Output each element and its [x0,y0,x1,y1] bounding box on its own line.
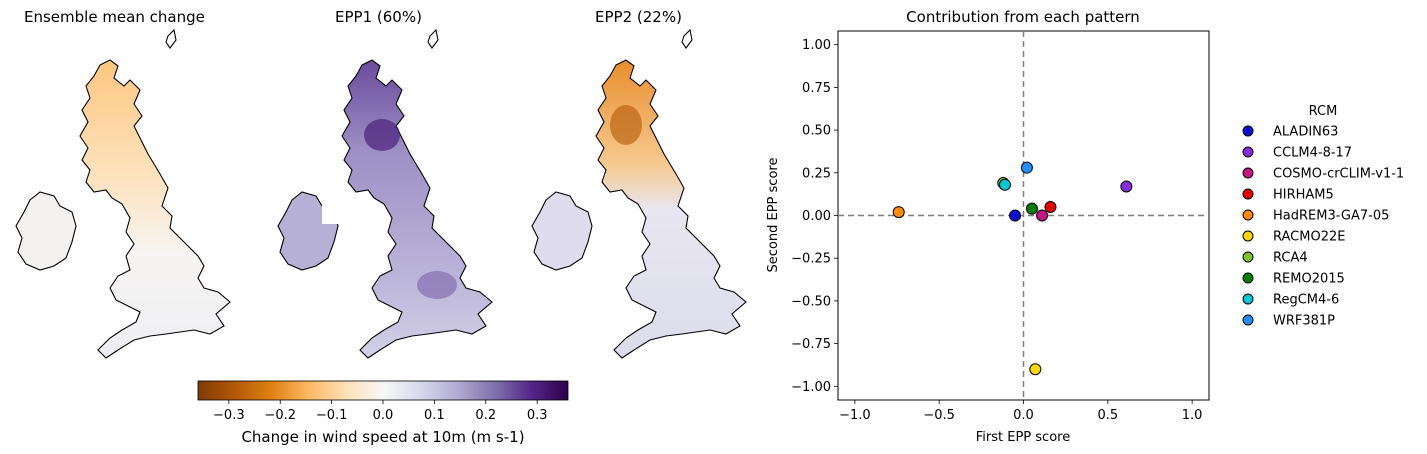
colorbar-tick-label: 0.3 [527,408,548,423]
legend-marker [1242,167,1254,179]
legend-label: CCLM4-8-17 [1273,146,1352,161]
map-ensemble-mean [15,29,231,359]
scatter-point [997,177,1010,190]
chart-title: Contribution from each pattern [906,8,1140,26]
colorbar-tick-label: −0.1 [316,408,348,423]
legend-marker [1242,146,1254,158]
colorbar-tick-label: 0.2 [475,408,496,423]
scatter-point [1025,202,1038,215]
legend-label: RACMO22E [1273,230,1345,245]
x-tick-label: 0.5 [1097,408,1118,423]
map-epp2 [531,29,747,359]
x-tick-label: −1.0 [839,408,871,423]
map-panels: −0.3 −0.2 −0.1 0.0 0.1 0.2 0.3 Change in wind … [15,29,747,446]
y-tick-label: −1.00 [791,380,831,395]
scatter-point [1036,209,1049,222]
colorbar: −0.3 −0.2 −0.1 0.0 0.1 0.2 0.3 Change in wind … [197,380,569,446]
legend-marker [1242,125,1254,137]
y-tick-label: 0.75 [802,81,831,96]
map-title-epp2: EPP2 (22%) [595,8,682,26]
legend-label: RegCM4-6 [1273,293,1339,308]
legend-label: HIRHAM5 [1273,188,1334,203]
y-axis-label: Second EPP score [766,158,781,273]
reference-lines [838,31,1209,400]
scatter-point [1020,161,1033,174]
legend-label: RCA4 [1273,251,1308,266]
x-tick-label: −0.5 [923,408,955,423]
colorbar-tick-label: −0.2 [264,408,296,423]
x-tick-label: 0.0 [1013,408,1034,423]
legend-marker [1242,188,1254,200]
legend-label: COSMO-crCLIM-v1-1 [1273,167,1404,182]
legend-label: REMO2015 [1273,272,1345,287]
data-points [892,161,1133,376]
y-tick-label: 0.50 [802,124,831,139]
scatter-point [1120,180,1133,193]
legend-items: ALADIN63 CCLM4-8-17 COSMO-crCLIM-v1-1 HIRHA… [1242,125,1404,329]
legend-marker [1242,272,1254,284]
scatter-point [892,206,905,219]
map-epp1 [277,29,493,359]
legend-label: ALADIN63 [1273,125,1338,140]
legend-marker [1242,293,1254,305]
scatter-point [1009,209,1022,222]
x-tick-label: 1.0 [1182,408,1203,423]
y-axis-ticks: −1.00 −0.75 −0.50 −0.25 0.00 0.25 0.50 0.75 1.00 [791,38,838,395]
x-axis-label: First EPP score [976,430,1070,445]
scatter-point [1044,200,1057,213]
legend-label: HadREM3-GA7-05 [1273,209,1389,224]
scatter-point [998,178,1011,191]
y-tick-label: 0.00 [802,209,831,224]
legend: RCM ALADIN63 CCLM4-8-17 COSMO-crCLIM-v1-1 H… [1242,104,1404,329]
map-title-ensemble-mean: Ensemble mean change [24,8,205,26]
colorbar-label: Change in wind speed at 10m (m s-1) [241,428,524,446]
map-title-epp1: EPP1 (60%) [335,8,422,26]
plot-area [837,30,1210,401]
x-axis-ticks: −1.0 −0.5 0.0 0.5 1.0 [839,400,1202,423]
legend-marker [1242,251,1254,263]
y-tick-label: 1.00 [802,38,831,53]
colorbar-tick-label: 0.0 [373,408,394,423]
y-tick-label: −0.50 [791,294,831,309]
y-tick-label: −0.75 [791,337,831,352]
scatter-point [1029,363,1042,376]
legend-title: RCM [1309,104,1338,119]
legend-marker [1242,209,1254,221]
legend-marker [1242,314,1254,326]
colorbar-tick-label: 0.1 [424,408,445,423]
legend-label: WRF381P [1273,314,1335,329]
colorbar-ticks: −0.3 −0.2 −0.1 0.0 0.1 0.2 0.3 [213,400,548,423]
y-tick-label: 0.25 [802,166,831,181]
y-tick-label: −0.25 [791,252,831,267]
colorbar-tick-label: −0.3 [213,408,245,423]
legend-marker [1242,230,1254,242]
